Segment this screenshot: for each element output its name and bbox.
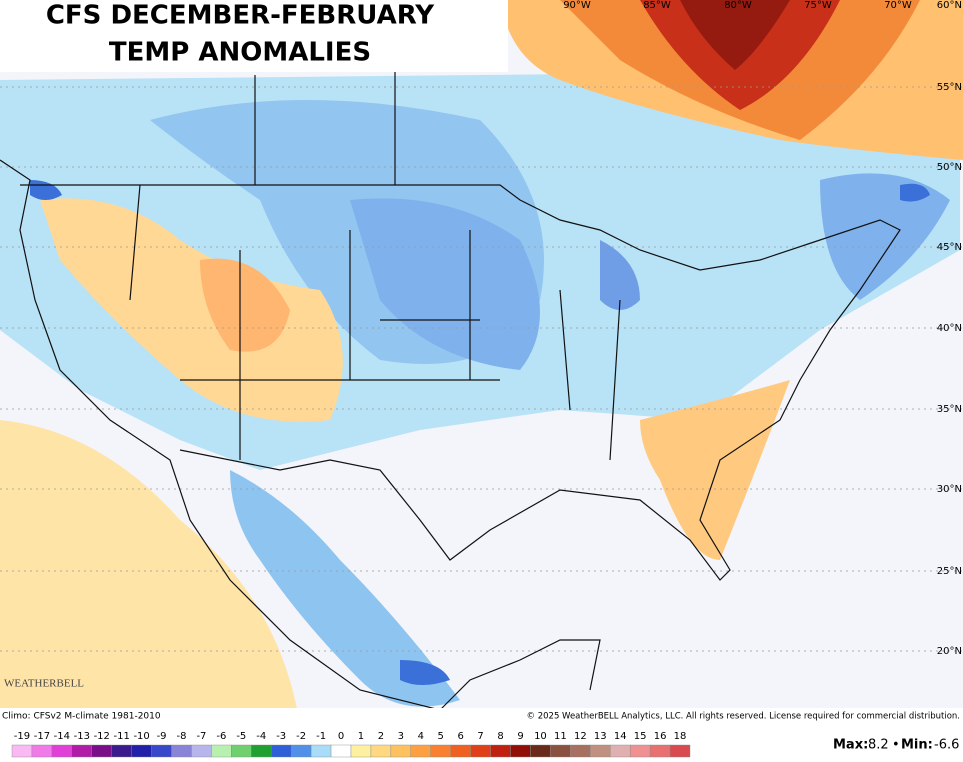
legend-swatch: [31, 744, 53, 758]
legend-label: 0: [338, 731, 344, 742]
longitude-label: 90°W: [563, 0, 591, 11]
boundaries: [0, 70, 901, 711]
legend-label: 13: [594, 731, 607, 742]
legend-label: 15: [634, 731, 647, 742]
legend-label: -5: [236, 731, 246, 742]
title: TEMP ANOMALIES: [109, 38, 371, 68]
legend-label: 11: [554, 731, 567, 742]
latitude-label: 35°N: [937, 404, 962, 415]
legend-swatch: [131, 744, 152, 758]
legend-label: 18: [674, 731, 687, 742]
legend-swatch: [530, 744, 551, 758]
legend-swatch: [350, 744, 372, 758]
legend: -19 -17 -14 -13 -12 -11 -10 -9 -8 -7 -6 -5 -4 -3 -2 -1 0…: [11, 731, 691, 758]
legend-swatch: [470, 744, 491, 758]
latitude-label: 55°N: [937, 82, 962, 93]
legend-swatch: [570, 744, 591, 758]
legend-swatch: [490, 744, 511, 758]
legend-swatch: [111, 744, 132, 758]
legend-swatch: [450, 744, 471, 758]
min-value: -6.6: [934, 738, 959, 753]
legend-swatch: [550, 744, 571, 758]
legend-label: 6: [457, 731, 463, 742]
legend-swatch: [390, 744, 412, 758]
latitude-label: 20°N: [937, 646, 962, 657]
legend-label: -19: [14, 731, 30, 742]
legend-swatch: [310, 744, 332, 758]
max-value: 8.2: [868, 738, 889, 753]
latitude-label: 30°N: [937, 484, 962, 495]
legend-swatch: [91, 744, 112, 758]
legend-swatch: [11, 744, 33, 758]
legend-label: 7: [477, 731, 483, 742]
legend-swatch: [610, 744, 631, 758]
legend-label: -6: [216, 731, 226, 742]
legend-swatch: [510, 744, 531, 758]
legend-label: 8: [497, 731, 503, 742]
legend-swatch: [271, 744, 292, 758]
latitude-label: 50°N: [937, 162, 962, 173]
copyright: © 2025 WeatherBELL Analytics, LLC. All r…: [527, 712, 960, 722]
legend-label: -14: [54, 731, 70, 742]
legend-label: -10: [133, 731, 149, 742]
legend-label: -13: [74, 731, 90, 742]
latitude-label: 60°N: [937, 0, 962, 11]
latitude-label: 25°N: [937, 566, 962, 577]
legend-swatch: [290, 744, 312, 758]
legend-label: 14: [614, 731, 627, 742]
title: CFS DECEMBER-FEBRUARY: [46, 1, 435, 31]
legend-label: -7: [196, 731, 206, 742]
legend-label: 12: [574, 731, 587, 742]
legend-swatch: [191, 744, 212, 758]
longitude-label: 75°W: [804, 0, 832, 11]
footer-strip: [0, 708, 963, 725]
legend-swatch: [330, 744, 352, 758]
max-label: Max:: [833, 738, 868, 753]
legend-swatch: [430, 744, 451, 758]
legend-label: 4: [418, 731, 424, 742]
legend-label: -1: [316, 731, 326, 742]
latitude-label: 40°N: [937, 323, 962, 334]
legend-label: 2: [378, 731, 384, 742]
legend-swatch: [51, 744, 73, 758]
longitude-label: 80°W: [724, 0, 752, 11]
climo-note: Climo: CFSv2 M-climate 1981-2010: [2, 712, 161, 722]
legend-label: -8: [177, 731, 187, 742]
legend-label: -3: [276, 731, 286, 742]
legend-label: 3: [398, 731, 404, 742]
legend-swatch: [171, 744, 192, 758]
legend-swatch: [370, 744, 392, 758]
legend-label: 1: [358, 731, 364, 742]
longitude-label: 70°W: [884, 0, 912, 11]
legend-label: -11: [114, 731, 130, 742]
legend-label: -12: [94, 731, 110, 742]
legend-swatch: [410, 744, 431, 758]
logo: WEATHERBELL: [4, 678, 84, 690]
graticule: [0, 86, 963, 652]
legend-label: 10: [534, 731, 547, 742]
legend-swatch: [151, 744, 172, 758]
legend-swatch: [251, 744, 272, 758]
legend-label: -17: [34, 731, 50, 742]
legend-label: -2: [296, 731, 306, 742]
latitude-label: 45°N: [937, 242, 962, 253]
legend-label: 9: [517, 731, 523, 742]
legend-swatch: [649, 744, 671, 758]
legend-swatch: [629, 744, 651, 758]
separator: •: [892, 738, 900, 753]
legend-label: 16: [654, 731, 667, 742]
title-box: [0, 0, 508, 72]
legend-label: 5: [438, 731, 444, 742]
legend-swatch: [231, 744, 252, 758]
legend-swatch: [590, 744, 611, 758]
legend-label: -9: [157, 731, 167, 742]
longitude-label: 85°W: [643, 0, 671, 11]
legend-swatch: [669, 744, 691, 758]
min-label: Min:: [901, 738, 933, 753]
legend-swatch: [211, 744, 232, 758]
legend-label: -4: [256, 731, 266, 742]
legend-swatch: [71, 744, 92, 758]
